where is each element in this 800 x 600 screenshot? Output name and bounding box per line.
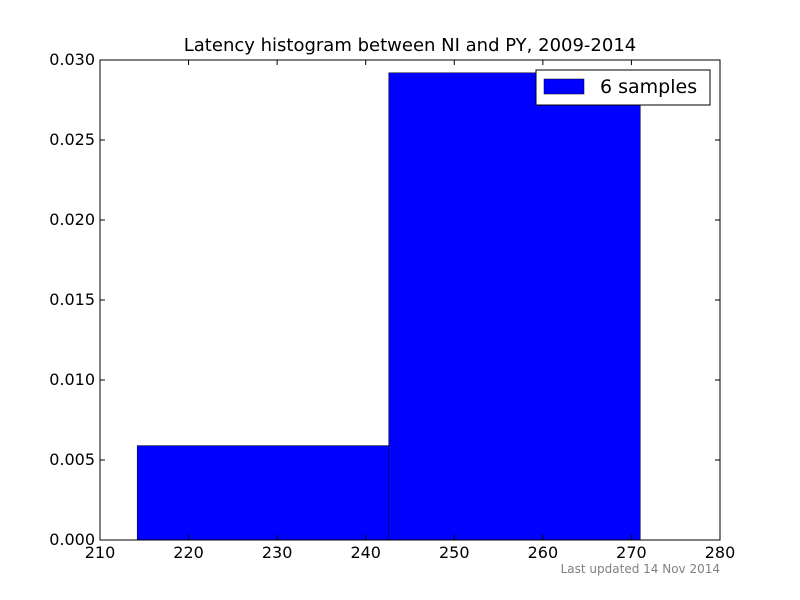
histogram-bar-2	[388, 72, 641, 541]
last-updated-note: Last updated 14 Nov 2014	[560, 562, 720, 576]
legend-label: 6 samples	[600, 76, 697, 98]
y-tick-label: 0.010	[49, 370, 95, 389]
y-tick-label: 0.025	[49, 130, 95, 149]
x-tick-label: 240	[350, 543, 381, 562]
y-tick-label: 0.000	[49, 530, 95, 549]
x-tick-label: 260	[528, 543, 559, 562]
y-tick-label: 0.020	[49, 210, 95, 229]
bars-layer	[136, 72, 641, 541]
x-tick-label: 270	[616, 543, 647, 562]
legend-swatch	[543, 78, 585, 95]
x-tick-label: 210	[85, 543, 116, 562]
y-tick-label: 0.005	[49, 450, 95, 469]
x-tick-label: 280	[705, 543, 736, 562]
y-tick-label: 0.015	[49, 290, 95, 309]
legend: 6 samples	[535, 69, 711, 106]
x-tick-label: 220	[173, 543, 204, 562]
x-tick-label: 250	[439, 543, 470, 562]
ticks-layer: 210 220 230 240 250 260 270 280 0.000 0.005 0.010 0…	[49, 50, 735, 562]
y-tick-label: 0.030	[49, 50, 95, 69]
chart-title: Latency histogram between NI and PY, 200…	[183, 35, 637, 56]
x-tick-label: 230	[262, 543, 293, 562]
histogram-bar-1	[136, 445, 389, 541]
